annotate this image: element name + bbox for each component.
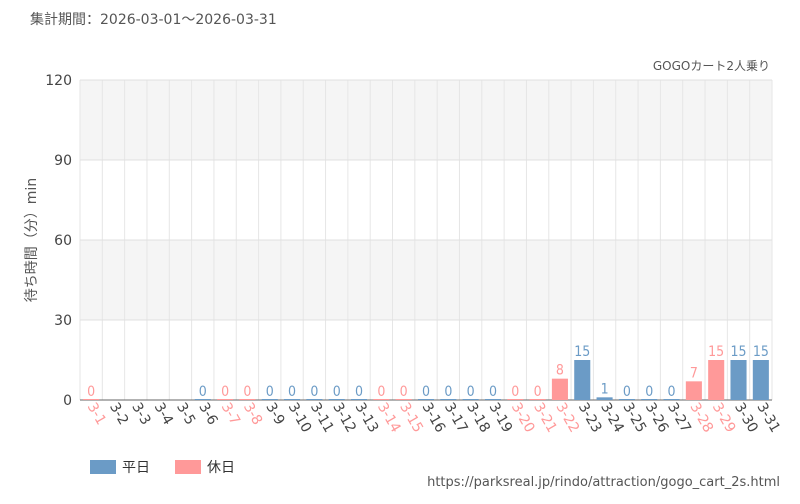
y-tick-label: 90 [54,153,72,169]
y-tick-label: 120 [45,73,72,89]
value-label: 8 [556,363,564,379]
value-label: 0 [489,384,497,400]
x-tick-label: 3-2 [106,400,131,428]
x-tick-label: 3-1 [84,400,109,428]
value-label: 0 [266,384,274,400]
value-label: 0 [333,384,341,400]
bar [217,399,234,400]
bar [752,360,769,400]
x-tick-label: 3-5 [173,400,198,428]
bar [685,381,702,400]
value-label: 15 [574,344,590,360]
bar [83,399,100,400]
value-label: 15 [753,344,769,360]
legend-label: 休日 [207,460,235,476]
value-label: 0 [377,384,385,400]
bar [194,399,211,400]
bar [239,399,256,400]
x-tick-label: 3-8 [240,400,265,428]
value-label: 1 [601,381,609,397]
value-label: 0 [243,384,251,400]
subtitle: GOGOカート2人乗り [653,59,770,73]
value-label: 15 [708,344,724,360]
value-label: 0 [645,384,653,400]
value-label: 0 [534,384,542,400]
bar [261,399,278,400]
x-tick-label: 3-3 [128,400,153,428]
grid-band [80,80,772,160]
bar [708,360,725,400]
value-label: 0 [422,384,430,400]
bar [462,399,479,400]
legend-swatch [90,460,116,474]
value-label: 0 [467,384,475,400]
bar [328,399,345,400]
period-header: 集計期間：2026-03-01～2026-03-31 [30,11,277,28]
y-tick-label: 60 [54,233,72,249]
legend-swatch [175,460,201,474]
bar [373,399,390,400]
bar [641,399,658,400]
grid-band [80,240,772,320]
bar [663,399,680,400]
value-label: 0 [87,384,95,400]
x-tick-label: 3-6 [195,400,220,428]
value-label: 0 [221,384,229,400]
bar [306,399,323,400]
value-label: 0 [444,384,452,400]
y-tick-label: 30 [54,313,72,329]
value-label: 0 [355,384,363,400]
bar [284,399,301,400]
legend-label: 平日 [122,460,150,476]
bar [618,399,635,400]
y-axis-label: 待ち時間（分）min [24,178,40,302]
value-label: 7 [690,365,698,381]
value-label: 0 [623,384,631,400]
value-label: 0 [310,384,318,400]
bar [484,399,502,400]
value-label: 0 [400,384,408,400]
y-tick-label: 0 [63,393,72,409]
source-url: https://parksreal.jp/rindo/attraction/go… [427,475,780,490]
x-tick-label: 3-31 [753,400,783,436]
value-label: 0 [511,384,519,400]
bar [440,399,457,400]
value-label: 15 [731,344,747,360]
value-label: 0 [199,384,207,400]
value-label: 0 [288,384,296,400]
value-label: 0 [668,384,676,400]
x-tick-label: 3-9 [262,400,287,428]
bar [574,360,591,400]
bar [350,399,368,400]
bar [417,399,435,400]
bar [395,399,412,400]
bar [596,397,613,400]
x-tick-label: 3-4 [151,400,176,428]
x-tick-label: 3-7 [218,400,243,428]
bar [529,399,546,400]
bar [730,360,747,400]
bar [507,399,524,400]
bar [551,378,568,400]
